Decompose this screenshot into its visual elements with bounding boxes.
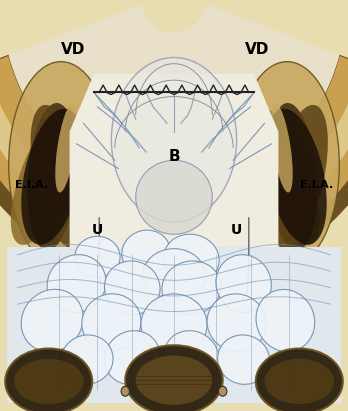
Wedge shape <box>0 72 348 251</box>
Ellipse shape <box>47 255 106 312</box>
Text: VD: VD <box>245 42 270 57</box>
Wedge shape <box>8 5 340 197</box>
Ellipse shape <box>264 359 334 404</box>
Ellipse shape <box>31 105 88 249</box>
Ellipse shape <box>256 289 315 352</box>
Ellipse shape <box>21 289 83 352</box>
Ellipse shape <box>162 261 221 314</box>
Ellipse shape <box>11 109 80 245</box>
Ellipse shape <box>268 103 317 250</box>
Wedge shape <box>0 55 348 271</box>
Circle shape <box>121 386 129 396</box>
Ellipse shape <box>164 330 219 385</box>
Ellipse shape <box>207 294 266 351</box>
Ellipse shape <box>75 236 120 277</box>
Polygon shape <box>70 74 278 296</box>
Ellipse shape <box>271 105 328 249</box>
Ellipse shape <box>141 294 207 356</box>
Ellipse shape <box>251 109 320 245</box>
Ellipse shape <box>104 330 160 385</box>
Text: E.I.A.: E.I.A. <box>300 180 333 190</box>
Ellipse shape <box>21 109 83 245</box>
Wedge shape <box>0 88 348 288</box>
Text: U: U <box>92 223 103 237</box>
Ellipse shape <box>235 62 339 267</box>
Ellipse shape <box>5 349 92 411</box>
Ellipse shape <box>216 255 271 312</box>
Ellipse shape <box>271 104 293 192</box>
Ellipse shape <box>122 230 171 275</box>
Circle shape <box>219 386 227 396</box>
Ellipse shape <box>256 349 343 411</box>
Ellipse shape <box>104 261 160 314</box>
Ellipse shape <box>164 234 219 284</box>
Ellipse shape <box>136 356 212 405</box>
Ellipse shape <box>265 109 327 245</box>
Ellipse shape <box>218 335 270 384</box>
Ellipse shape <box>111 58 237 222</box>
Ellipse shape <box>27 103 77 250</box>
Ellipse shape <box>125 345 223 411</box>
Ellipse shape <box>55 104 77 192</box>
Ellipse shape <box>9 62 113 267</box>
Polygon shape <box>7 247 341 403</box>
Ellipse shape <box>136 160 212 234</box>
Text: B: B <box>168 149 180 164</box>
Ellipse shape <box>143 249 205 302</box>
Text: U: U <box>231 223 242 237</box>
Ellipse shape <box>14 359 84 404</box>
Text: VD: VD <box>61 42 85 57</box>
Ellipse shape <box>82 294 141 351</box>
Ellipse shape <box>61 335 113 384</box>
Text: E.I.A.: E.I.A. <box>15 180 48 190</box>
